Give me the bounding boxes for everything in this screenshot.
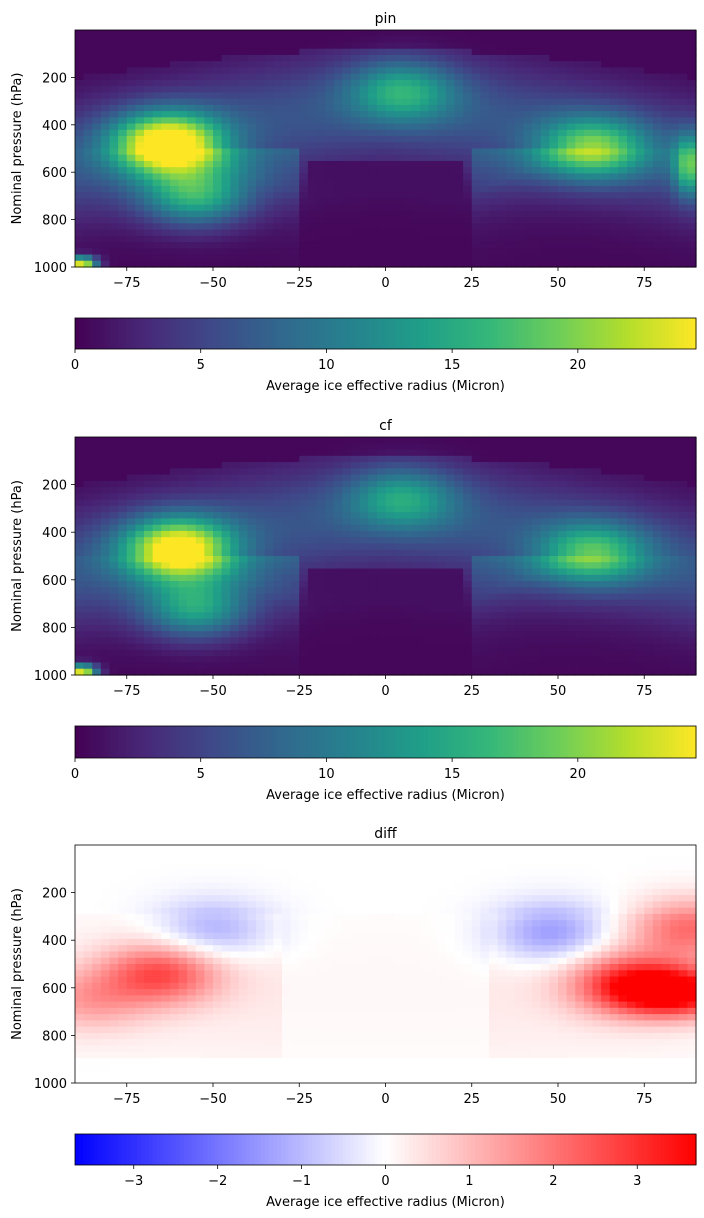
y-tick-label: 1000 bbox=[34, 1077, 67, 1092]
x-tick-label: −75 bbox=[113, 276, 140, 291]
y-tick-label: 600 bbox=[42, 982, 67, 997]
colorbar-tick-label: 15 bbox=[444, 358, 461, 373]
y-tick-label: 800 bbox=[42, 621, 67, 636]
colorbar-label: Average ice effective radius (Micron) bbox=[266, 1195, 505, 1210]
plot-title: cf bbox=[379, 418, 393, 434]
x-tick-label: 0 bbox=[381, 684, 389, 699]
y-tick-label: 400 bbox=[42, 526, 67, 541]
colorbar-tick-label: 20 bbox=[570, 767, 587, 782]
colorbar-tick-label: 0 bbox=[71, 767, 79, 782]
colorbar-tick-label: 3 bbox=[633, 1174, 641, 1189]
colorbar-label: Average ice effective radius (Micron) bbox=[266, 788, 505, 803]
y-axis-label: Nominal pressure (hPa) bbox=[10, 888, 25, 1040]
x-tick-label: −25 bbox=[286, 276, 313, 291]
colorbar: 0 5 10 15 20 Average ice effective radius (Mi… bbox=[71, 317, 697, 394]
panel-pin: pin−75 −50 −25 0 25 50 752004006008001000Nomin… bbox=[10, 11, 697, 394]
colorbar-frame bbox=[74, 725, 697, 759]
x-tick-label: 50 bbox=[550, 684, 567, 699]
y-tick-label: 800 bbox=[42, 214, 67, 229]
x-tick-label: −50 bbox=[199, 1092, 226, 1107]
x-tick-label: 75 bbox=[636, 1092, 653, 1107]
colorbar: −3 −2 −1 0 1 2 3 Average ice effective radius (… bbox=[74, 1133, 697, 1210]
colorbar-frame bbox=[74, 317, 697, 350]
y-tick-label: 200 bbox=[42, 71, 67, 86]
panel-cf: cf−75 −50 −25 0 25 50 752004006008001000Nomina… bbox=[10, 418, 697, 803]
colorbar: 0 5 10 15 20 Average ice effective radius (Mi… bbox=[71, 725, 697, 803]
y-tick-label: 1000 bbox=[34, 669, 67, 684]
x-tick-label: 25 bbox=[463, 684, 480, 699]
plot-title: diff bbox=[374, 826, 397, 842]
y-tick-label: 800 bbox=[42, 1029, 67, 1044]
plot-title: pin bbox=[375, 11, 397, 27]
heatmap-cells bbox=[75, 30, 697, 268]
y-axis-label: Nominal pressure (hPa) bbox=[10, 480, 25, 632]
x-tick-label: 50 bbox=[550, 1092, 567, 1107]
x-tick-label: 75 bbox=[636, 684, 653, 699]
x-tick-label: 50 bbox=[550, 276, 567, 291]
y-tick-label: 200 bbox=[42, 479, 67, 494]
colorbar-tick-label: −3 bbox=[124, 1174, 143, 1189]
colorbar-tick-label: −2 bbox=[208, 1174, 227, 1189]
heatmap-cells bbox=[75, 437, 697, 676]
colorbar-tick-label: 10 bbox=[318, 358, 335, 373]
colorbar-label: Average ice effective radius (Micron) bbox=[266, 379, 505, 394]
x-tick-label: 75 bbox=[636, 276, 653, 291]
panel-diff: diff −75 −50 −25 0 25 50 75 200 400 600 800 1000 Nomi… bbox=[10, 826, 697, 1210]
heatmap-cells bbox=[75, 845, 697, 1084]
y-tick-label: 1000 bbox=[34, 261, 67, 276]
colorbar-tick-label: 1 bbox=[465, 1174, 473, 1189]
x-tick-label: −75 bbox=[113, 684, 140, 699]
colorbar-tick-label: 5 bbox=[197, 767, 205, 782]
y-tick-label: 600 bbox=[42, 574, 67, 589]
x-tick-label: −50 bbox=[199, 684, 226, 699]
colorbar-tick-label: −1 bbox=[292, 1174, 311, 1189]
colorbar-tick-label: 2 bbox=[549, 1174, 557, 1189]
colorbar-tick-label: 5 bbox=[197, 358, 205, 373]
colorbar-tick-label: 20 bbox=[570, 358, 587, 373]
x-tick-label: −25 bbox=[286, 684, 313, 699]
colorbar-tick-label: 0 bbox=[381, 1174, 389, 1189]
colorbar-tick-label: 10 bbox=[318, 767, 335, 782]
x-tick-label: 0 bbox=[381, 276, 389, 291]
x-tick-label: −75 bbox=[113, 1092, 140, 1107]
y-tick-label: 200 bbox=[42, 887, 67, 902]
y-tick-label: 400 bbox=[42, 119, 67, 134]
x-tick-label: 25 bbox=[463, 276, 480, 291]
x-tick-label: −25 bbox=[286, 1092, 313, 1107]
y-tick-label: 600 bbox=[42, 166, 67, 181]
colorbar-tick-label: 0 bbox=[71, 358, 79, 373]
colorbar-tick-label: 15 bbox=[444, 767, 461, 782]
y-axis-label: Nominal pressure (hPa) bbox=[10, 73, 25, 225]
y-tick-label: 400 bbox=[42, 934, 67, 949]
x-tick-label: 0 bbox=[381, 1092, 389, 1107]
x-tick-label: 25 bbox=[463, 1092, 480, 1107]
x-tick-label: −50 bbox=[199, 276, 226, 291]
